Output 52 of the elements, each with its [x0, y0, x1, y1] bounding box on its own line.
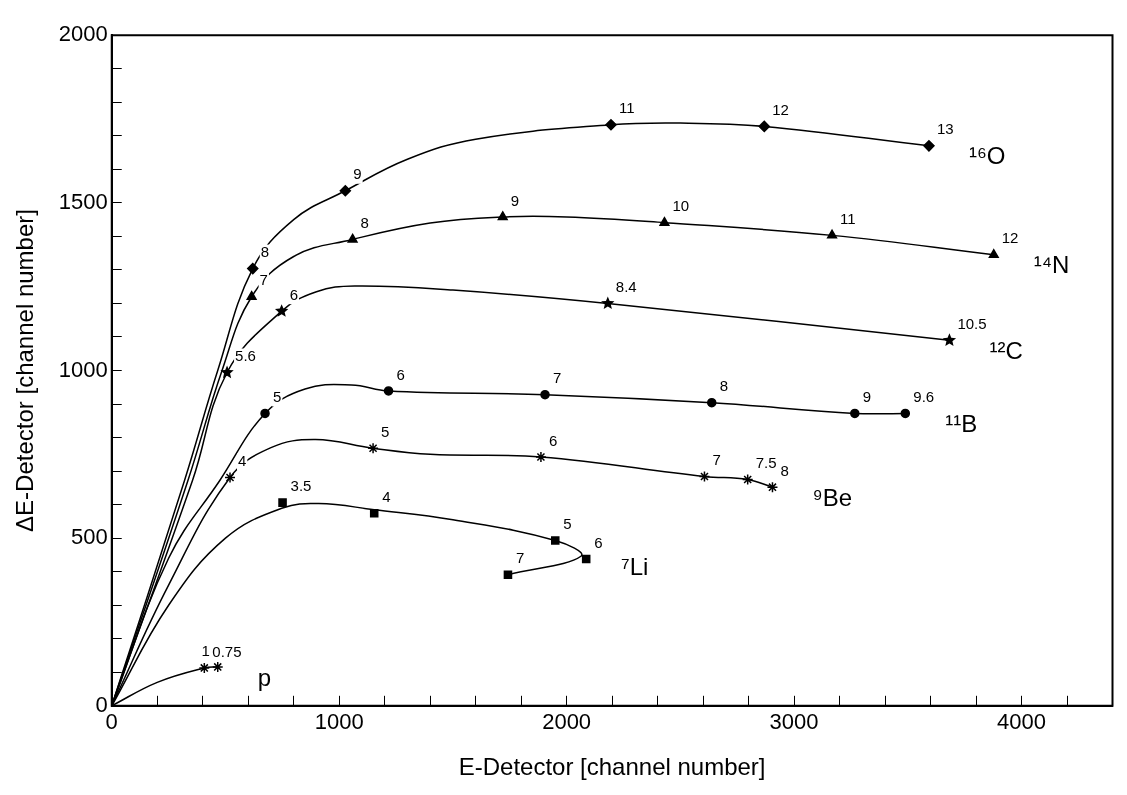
annotation: 13 [936, 120, 954, 138]
annotation: 10 [672, 197, 690, 215]
x-tick-label: 2000 [542, 709, 592, 735]
annotation: 7 [712, 451, 721, 469]
annotation: 5 [273, 388, 282, 406]
annotation: 9 [510, 191, 520, 209]
series-label: ¹¹B [945, 410, 978, 438]
y-tick-label: 500 [71, 524, 108, 550]
annotation: 8 [780, 461, 789, 479]
annotation: 6 [289, 285, 298, 303]
annotation: 8.4 [615, 278, 637, 296]
annotation: 7 [259, 271, 268, 289]
annotation: 9.6 [913, 388, 935, 406]
annotation: 4 [238, 452, 247, 470]
annotation: 9 [353, 165, 362, 183]
x-tick-label: 1000 [314, 709, 364, 735]
annotation: 0.75 [212, 642, 242, 660]
series-label: ¹⁶O [968, 142, 1006, 170]
y-tick-label: 2000 [58, 21, 108, 47]
annotation: 5 [381, 422, 390, 440]
annotation: 5.6 [235, 347, 256, 365]
annotation: 8 [260, 243, 270, 261]
annotation: 12 [772, 101, 789, 119]
annotation: 6 [548, 431, 558, 449]
annotation: 5 [563, 515, 572, 533]
annotation: 3.5 [290, 477, 312, 495]
series-label: ¹⁴N [1033, 251, 1070, 279]
annotation: 1 [201, 641, 210, 659]
x-axis-title: E-Detector [channel number] [458, 753, 766, 781]
y-tick-label: 0 [95, 691, 108, 717]
y-tick-label: 1500 [58, 188, 108, 214]
y-axis-title: ΔE-Detector [channel number] [11, 209, 39, 532]
x-tick-label: 3000 [769, 709, 819, 735]
annotation: 7 [515, 549, 525, 567]
series-label: ⁷Li [620, 552, 649, 580]
annotation: 11 [840, 210, 856, 228]
annotation: 10.5 [957, 314, 987, 332]
annotation: 8 [719, 377, 729, 395]
annotation: 12 [1001, 229, 1019, 247]
annotation: 7.5 [755, 454, 777, 472]
series-label: ⁹Be [812, 483, 853, 511]
annotation: 4 [382, 487, 391, 505]
series-label: p [257, 663, 272, 691]
annotation: 6 [594, 533, 603, 551]
y-tick-label: 1000 [58, 356, 108, 382]
x-tick-label: 4000 [997, 709, 1046, 735]
annotation: 7 [553, 369, 562, 387]
series-label: ¹²C [989, 336, 1023, 364]
annotation: 6 [396, 365, 405, 383]
annotation: 11 [618, 99, 635, 117]
annotation: 8 [360, 214, 369, 232]
annotation: 9 [862, 388, 872, 406]
